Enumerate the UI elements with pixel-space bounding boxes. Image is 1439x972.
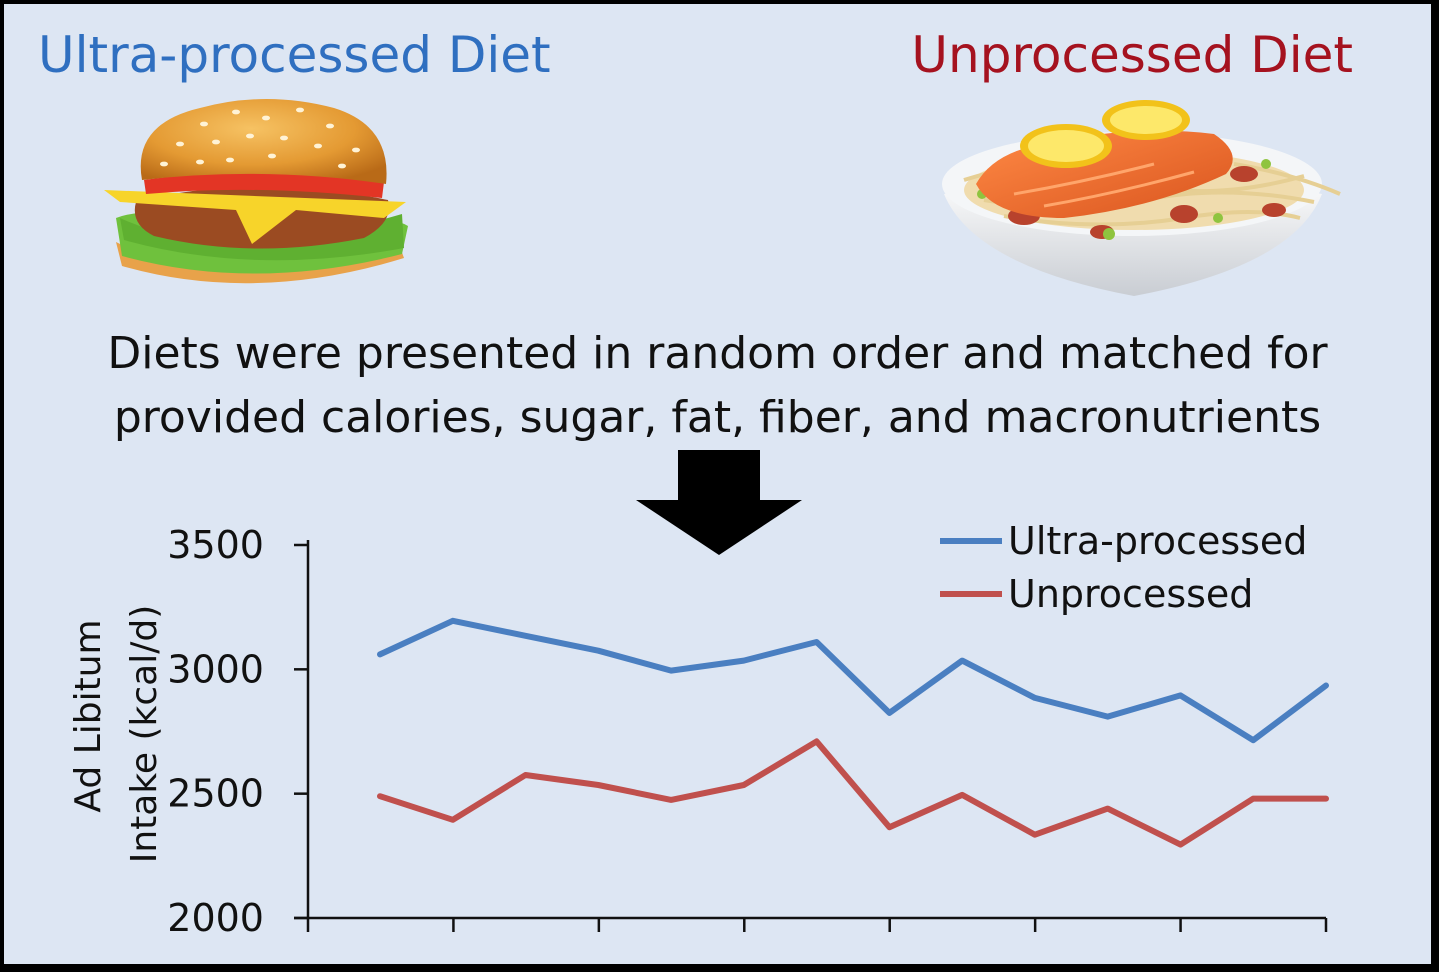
legend: Ultra-processed Unprocessed — [940, 519, 1307, 616]
y-tick-label-2500: 2500 — [167, 772, 264, 816]
y-tick-label-2000: 2000 — [167, 896, 264, 940]
y-axis-title-line-2: Intake (kcal/d) — [124, 605, 165, 864]
series-line-unprocessed — [377, 738, 1329, 848]
caption-line-1: Diets were presented in random order and… — [107, 328, 1328, 379]
intake-chart: 2000 2500 3000 3500 Ad Libitum Intake (kcal… — [68, 519, 1329, 940]
caption-line-2: provided calories, sugar, fat, fiber, an… — [113, 392, 1322, 443]
legend-label-1: Unprocessed — [1008, 572, 1253, 616]
salmon-pasta-bowl-illustration — [942, 100, 1341, 296]
diet-caption: Diets were presented in random order and… — [4, 322, 1431, 450]
legend-label-0: Ultra-processed — [1008, 519, 1307, 563]
ultra-processed-diet-title: Ultra-processed Diet — [38, 26, 551, 84]
burger-illustration — [104, 99, 408, 284]
down-arrow-icon — [636, 450, 802, 555]
y-axis-title-line-1: Ad Libitum — [68, 619, 109, 812]
series-line-ultra-processed — [377, 617, 1329, 744]
y-tick-label-3000: 3000 — [167, 647, 264, 691]
slide-graphics: 2000 2500 3000 3500 Ad Libitum Intake (kcal… — [68, 99, 1341, 940]
slide: Ultra-processed Diet Unprocessed Diet Di… — [4, 4, 1431, 964]
unprocessed-diet-title: Unprocessed Diet — [911, 26, 1353, 84]
y-tick-label-3500: 3500 — [167, 523, 264, 567]
